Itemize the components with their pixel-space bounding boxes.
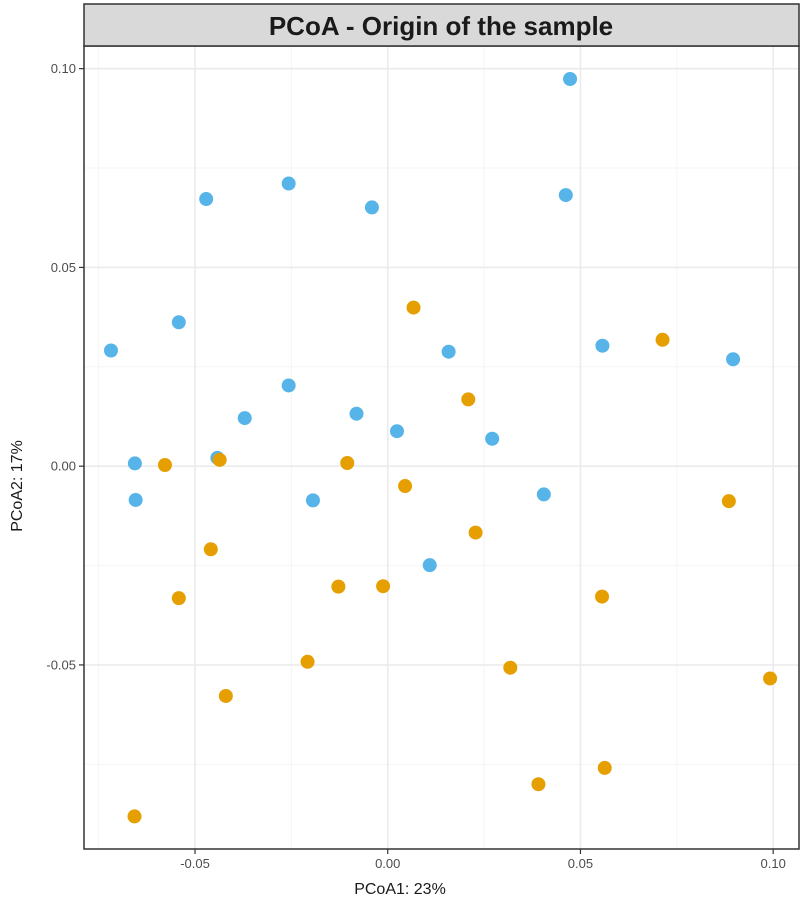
scatter-point — [281, 176, 296, 191]
scatter-point — [237, 411, 252, 426]
scatter-point — [406, 300, 421, 315]
scatter-point — [763, 671, 778, 686]
scatter-point — [171, 315, 186, 330]
x-tick-label: 0.05 — [568, 856, 593, 871]
y-axis-label: PCoA2: 17% — [9, 440, 26, 532]
scatter-point — [199, 192, 214, 207]
data-points — [103, 71, 778, 824]
minor-grid — [84, 46, 799, 849]
scatter-point — [597, 760, 612, 775]
scatter-point — [468, 525, 483, 540]
x-tick-label: 0.10 — [761, 856, 786, 871]
scatter-point — [422, 558, 437, 573]
scatter-point — [563, 71, 578, 86]
y-tick-label: -0.05 — [46, 657, 76, 672]
scatter-point — [655, 332, 670, 347]
scatter-point — [331, 579, 346, 594]
scatter-point — [376, 579, 391, 594]
y-tick-label: 0.05 — [51, 260, 76, 275]
scatter-point — [461, 392, 476, 407]
scatter-point — [364, 200, 379, 215]
scatter-point — [398, 479, 413, 494]
major-grid — [84, 46, 799, 849]
scatter-point — [441, 344, 456, 359]
scatter-point — [212, 452, 227, 467]
scatter-point — [281, 378, 296, 393]
scatter-point — [127, 809, 142, 824]
scatter-point — [127, 456, 142, 471]
scatter-point — [203, 542, 218, 557]
scatter-point — [171, 591, 186, 606]
scatter-point — [485, 431, 500, 446]
x-tick-label: -0.05 — [180, 856, 210, 871]
scatter-point — [531, 777, 546, 792]
scatter-point — [340, 456, 355, 471]
scatter-point — [721, 494, 736, 509]
scatter-point — [300, 654, 315, 669]
y-tick-label: 0.10 — [51, 61, 76, 76]
scatter-point — [218, 688, 233, 703]
scatter-point — [305, 493, 320, 508]
scatter-point — [726, 352, 741, 367]
scatter-point — [157, 457, 172, 472]
scatter-point — [595, 589, 610, 604]
scatter-point — [595, 338, 610, 353]
scatter-point — [349, 406, 364, 421]
scatter-point — [558, 188, 573, 203]
panel-border — [83, 45, 800, 850]
x-axis-label: PCoA1: 23% — [354, 881, 446, 898]
scatter-point — [103, 343, 118, 358]
scatter-point — [389, 424, 404, 439]
x-axis-ticks: -0.05 0.00 0.05 0.10 — [180, 849, 786, 871]
y-axis-ticks: -0.05 0.00 0.05 0.10 — [46, 61, 84, 672]
title-strip — [83, 3, 800, 47]
chart-title: PCoA - Origin of the sample — [269, 11, 613, 41]
scatter-point — [536, 487, 551, 502]
scatter-point — [128, 492, 143, 507]
y-tick-label: 0.00 — [51, 459, 76, 474]
x-tick-label: 0.00 — [375, 856, 400, 871]
scatter-point — [503, 660, 518, 675]
